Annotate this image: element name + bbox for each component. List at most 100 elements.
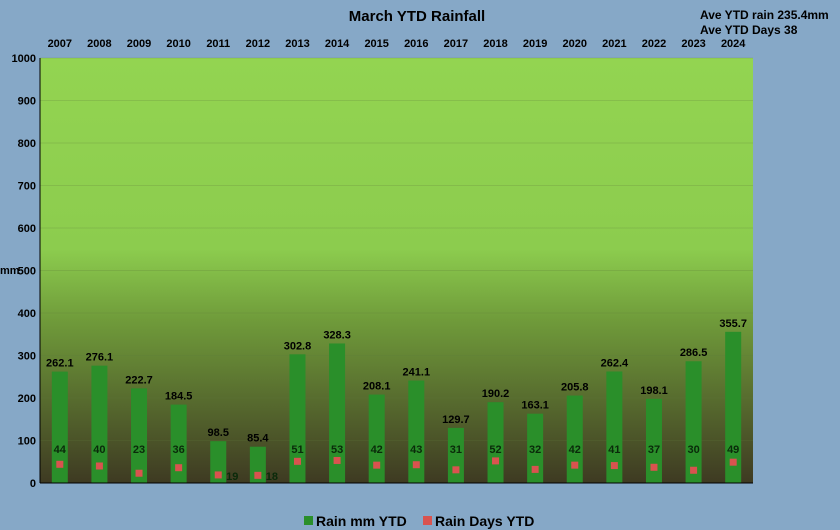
bar-2014 <box>329 343 346 483</box>
bar-label-2016: 241.1 <box>403 367 431 379</box>
bar-label-2009: 222.7 <box>125 374 153 386</box>
bar-label-2024: 355.7 <box>719 318 747 330</box>
bar-label-2010: 184.5 <box>165 391 193 403</box>
bar-label-2019: 163.1 <box>521 400 549 412</box>
x-tick-2012: 2012 <box>246 38 270 50</box>
x-tick-2015: 2015 <box>364 38 388 50</box>
point-2015 <box>373 461 381 469</box>
point-2011 <box>214 471 222 479</box>
y-tick-800: 800 <box>18 138 36 150</box>
y-tick-700: 700 <box>18 181 36 193</box>
point-2024 <box>729 458 737 466</box>
bar-2015 <box>368 394 385 483</box>
avg-days-note: Ave YTD Days 38 <box>700 23 798 37</box>
point-label-2022: 37 <box>648 444 660 456</box>
point-label-2010: 36 <box>173 444 185 456</box>
x-tick-2020: 2020 <box>563 38 587 50</box>
bar-2017 <box>447 427 464 483</box>
legend-swatch-rain-mm <box>304 516 313 525</box>
point-2018 <box>492 457 500 465</box>
y-tick-200: 200 <box>18 393 36 405</box>
plot-area <box>40 58 753 483</box>
point-2012 <box>254 471 262 479</box>
bar-label-2014: 328.3 <box>323 329 351 341</box>
x-tick-2010: 2010 <box>166 38 190 50</box>
x-tick-2016: 2016 <box>404 38 428 50</box>
bar-2024 <box>725 331 742 483</box>
point-label-2008: 40 <box>93 444 105 456</box>
point-2020 <box>571 461 579 469</box>
y-axis-label: mm <box>0 265 20 277</box>
bar-label-2020: 205.8 <box>561 382 589 394</box>
point-label-2014: 53 <box>331 444 343 456</box>
x-tick-2013: 2013 <box>285 38 309 50</box>
point-2016 <box>412 461 420 469</box>
point-label-2015: 42 <box>371 444 383 456</box>
point-2017 <box>452 466 460 474</box>
point-label-2009: 23 <box>133 444 145 456</box>
bar-label-2022: 198.1 <box>640 385 668 397</box>
points <box>56 456 737 479</box>
bar-2008 <box>91 365 108 483</box>
bar-2016 <box>408 380 425 483</box>
x-tick-2014: 2014 <box>325 38 350 50</box>
grid-lines <box>40 57 753 441</box>
x-tick-2008: 2008 <box>87 38 111 50</box>
bar-label-2011: 98.5 <box>208 427 229 439</box>
bar-2009 <box>131 388 148 483</box>
y-tick-500: 500 <box>18 266 36 278</box>
point-label-2024: 49 <box>727 444 739 456</box>
y-tick-0: 0 <box>30 478 36 490</box>
point-2022 <box>650 463 658 471</box>
point-2009 <box>135 469 143 477</box>
point-2007 <box>56 460 64 468</box>
y-tick-100: 100 <box>18 436 36 448</box>
y-tick-900: 900 <box>18 96 36 108</box>
bar-2013 <box>289 354 306 483</box>
point-2021 <box>610 462 618 470</box>
point-label-2021: 41 <box>608 444 620 456</box>
chart-title: March YTD Rainfall <box>349 8 485 25</box>
x-tick-2007: 2007 <box>48 38 72 50</box>
x-tick-2011: 2011 <box>206 38 230 50</box>
bar-label-2023: 286.5 <box>680 347 708 359</box>
x-tick-2018: 2018 <box>483 38 507 50</box>
point-2014 <box>333 456 341 464</box>
legend-label-rain-mm: Rain mm YTD <box>316 513 407 529</box>
point-label-2012: 18 <box>266 471 278 483</box>
bar-label-2015: 208.1 <box>363 381 391 393</box>
bar-2021 <box>606 371 623 483</box>
point-2013 <box>293 457 301 465</box>
bar-2019 <box>527 413 544 483</box>
bar-label-2007: 262.1 <box>46 358 74 370</box>
bar-label-2012: 85.4 <box>247 433 269 445</box>
bar-2023 <box>685 361 702 483</box>
bar-2018 <box>487 402 504 483</box>
point-2008 <box>95 462 103 470</box>
bar-label-2013: 302.8 <box>284 340 312 352</box>
x-tick-2021: 2021 <box>602 38 626 50</box>
point-label-2019: 32 <box>529 444 541 456</box>
bar-2011 <box>210 441 227 483</box>
bar-2022 <box>645 398 662 483</box>
y-tick-300: 300 <box>18 351 36 363</box>
bars <box>51 331 742 483</box>
bar-label-2017: 129.7 <box>442 414 470 426</box>
point-label-2023: 30 <box>687 444 699 456</box>
point-2019 <box>531 465 539 473</box>
data-labels: 262.1 44 276.1 40 222.7 23 184.5 36 98.5 19 85.4 18… <box>46 318 747 483</box>
point-label-2007: 44 <box>54 444 67 456</box>
y-tick-600: 600 <box>18 223 36 235</box>
bar-2007 <box>51 371 68 483</box>
bar-label-2021: 262.4 <box>601 357 629 369</box>
avg-rain-note: Ave YTD rain 235.4mm <box>700 8 829 22</box>
bar-2012 <box>249 446 266 483</box>
legend-swatch-rain-days <box>423 516 432 525</box>
point-label-2020: 42 <box>569 444 581 456</box>
point-label-2016: 43 <box>410 444 422 456</box>
point-2023 <box>690 466 698 474</box>
legend: Rain mm YTD Rain Days YTD <box>304 513 534 529</box>
point-label-2017: 31 <box>450 444 462 456</box>
